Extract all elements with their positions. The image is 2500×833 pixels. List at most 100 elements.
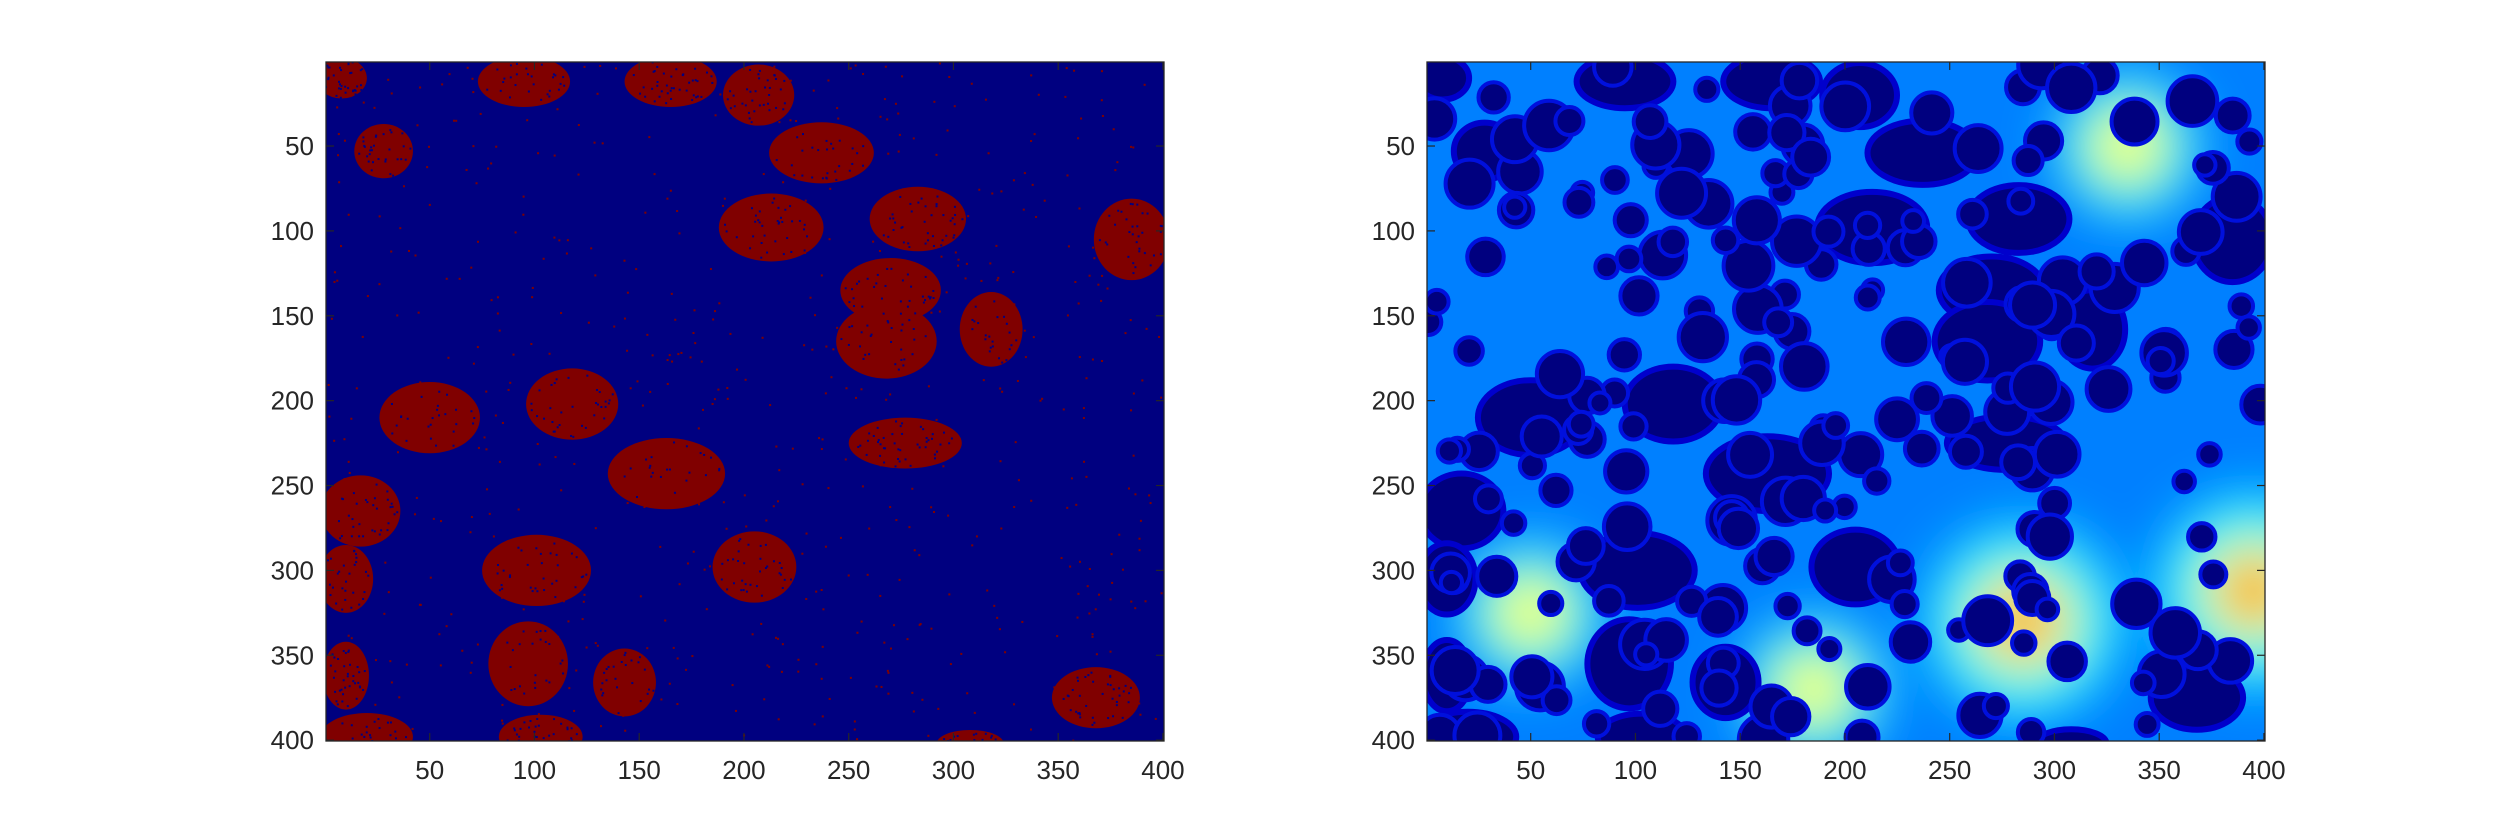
small-dark-cell (1885, 548, 1915, 578)
small-dark-cell (2008, 360, 2062, 413)
hole-pixel (988, 335, 991, 338)
hole-pixel (908, 299, 911, 302)
hole-pixel (347, 63, 350, 66)
hole-pixel (509, 665, 512, 668)
hole-pixel (531, 590, 534, 593)
hole-pixel (391, 505, 394, 508)
noise-pixel (1078, 356, 1081, 359)
hole-pixel (773, 197, 776, 200)
small-dark-cell (2213, 328, 2255, 371)
hole-pixel (349, 752, 351, 754)
hole-pixel (389, 754, 391, 756)
hole-pixel (326, 64, 329, 67)
noise-pixel (514, 678, 517, 681)
small-dark-cell (2046, 640, 2088, 683)
noise-pixel (935, 153, 938, 156)
hole-pixel (350, 724, 353, 727)
hole-pixel (847, 343, 850, 346)
noise-pixel (1041, 397, 1044, 400)
hole-pixel (973, 743, 975, 745)
noise-pixel (1056, 635, 1059, 638)
noise-pixel (583, 593, 586, 596)
hole-pixel (886, 320, 889, 323)
noise-pixel (466, 66, 469, 69)
noise-pixel (472, 91, 475, 94)
hole-pixel (803, 228, 806, 231)
noise-pixel (996, 616, 999, 619)
noise-pixel (517, 508, 520, 511)
noise-pixel (337, 154, 340, 157)
hole-pixel (384, 160, 387, 163)
hole-pixel (582, 575, 585, 578)
blob (959, 292, 1023, 367)
noise-pixel (717, 388, 720, 391)
hole-pixel (364, 498, 367, 501)
hole-pixel (596, 388, 599, 391)
hole-pixel (570, 727, 573, 730)
noise-pixel (509, 646, 512, 649)
hole-pixel (685, 479, 688, 482)
small-dark-cell (1565, 526, 1606, 566)
hole-pixel (543, 589, 546, 592)
noise-pixel (986, 589, 989, 592)
hole-pixel (353, 89, 356, 92)
noise-pixel (813, 723, 816, 726)
blob (937, 729, 1004, 741)
hole-pixel (405, 736, 408, 739)
noise-pixel (350, 637, 353, 640)
hole-pixel (1160, 225, 1163, 228)
noise-pixel (1032, 336, 1035, 339)
hole-pixel (339, 96, 342, 99)
hole-pixel (832, 147, 835, 150)
hole-pixel (666, 468, 669, 471)
hole-pixel (1008, 348, 1011, 351)
hole-pixel (749, 247, 752, 250)
noise-pixel (678, 232, 681, 235)
noise-pixel (692, 332, 695, 335)
hole-pixel (940, 244, 943, 247)
hole-pixel (754, 90, 757, 93)
hole-pixel (362, 140, 365, 143)
hole-pixel (355, 502, 358, 505)
hole-pixel (909, 464, 912, 467)
noise-pixel (803, 206, 806, 209)
hole-pixel (890, 327, 893, 330)
noise-pixel (1112, 128, 1115, 131)
hole-pixel (987, 744, 989, 746)
noise-pixel (996, 279, 999, 282)
noise-pixel (668, 682, 671, 685)
hole-pixel (851, 147, 854, 150)
hole-pixel (1003, 315, 1006, 318)
noise-pixel (949, 663, 952, 666)
hole-pixel (994, 738, 997, 741)
noise-pixel (777, 637, 780, 640)
hole-pixel (935, 205, 938, 208)
hole-pixel (370, 169, 373, 172)
hole-pixel (575, 556, 578, 559)
hole-pixel (530, 402, 533, 405)
hole-pixel (941, 239, 944, 242)
hole-pixel (635, 496, 638, 499)
noise-pixel (1078, 560, 1081, 563)
hole-pixel (548, 747, 550, 749)
noise-pixel (1111, 581, 1114, 584)
blob (326, 62, 367, 99)
hole-pixel (746, 88, 749, 91)
hole-pixel (924, 205, 927, 208)
noise-pixel (1066, 506, 1069, 509)
noise-pixel (915, 197, 918, 200)
hole-pixel (1149, 264, 1152, 267)
hole-pixel (540, 98, 543, 101)
noise-pixel (879, 594, 882, 597)
noise-pixel (377, 500, 380, 503)
hole-pixel (694, 67, 697, 70)
hole-pixel (350, 747, 352, 749)
noise-pixel (991, 739, 994, 741)
noise-pixel (1101, 274, 1104, 277)
noise-pixel (530, 343, 533, 346)
small-dark-cell (2120, 238, 2169, 288)
noise-pixel (694, 342, 697, 345)
hole-pixel (355, 561, 358, 564)
hole-pixel (953, 234, 956, 237)
hole-pixel (927, 239, 930, 242)
